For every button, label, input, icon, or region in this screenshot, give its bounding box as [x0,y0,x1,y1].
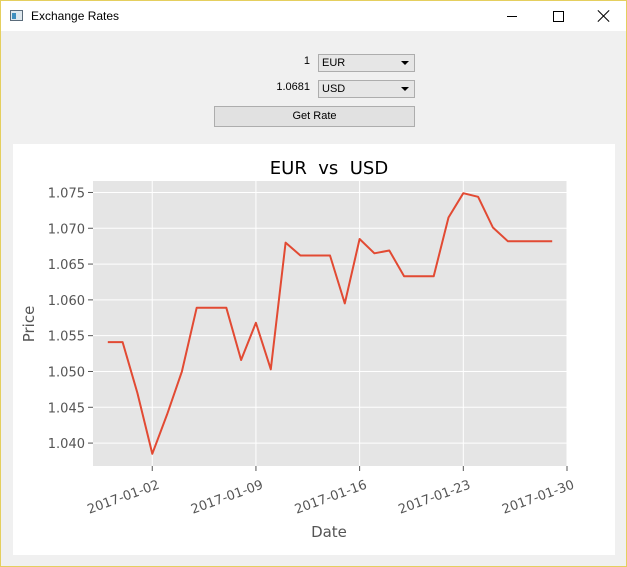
y-tick-label: 1.045 [48,401,85,416]
y-tick-label: 1.070 [48,222,85,237]
y-tick-label: 1.055 [48,330,85,345]
from-amount: 1 [303,55,310,67]
y-axis-ticks: 1.040 1.045 1.050 1.055 1.060 1.065 1.070 1.075 [48,186,93,452]
get-rate-button[interactable]: Get Rate [214,106,415,127]
to-currency-select[interactable]: USD [318,80,415,98]
chart-panel: 1.040 1.045 1.050 1.055 1.060 1.065 1.070 1.075… [13,144,615,555]
x-tick-label: 2017-01-30 [500,478,576,518]
minimize-button[interactable] [489,1,535,31]
y-tick-label: 1.060 [48,294,85,309]
y-tick-label: 1.075 [48,186,85,201]
y-tick-label: 1.050 [48,365,85,380]
close-button[interactable] [581,1,627,31]
minimize-icon [507,15,517,17]
window-title: Exchange Rates [31,9,120,23]
series-line [107,192,553,455]
maximize-button[interactable] [535,1,581,31]
to-amount: 1.0681 [276,81,310,93]
y-axis-label: Price [20,306,38,343]
y-tick-label: 1.040 [48,437,85,452]
app-window-icon [10,10,23,21]
from-currency-value: EUR [322,57,346,69]
close-icon [598,10,610,22]
x-tick-label: 2017-01-09 [189,478,265,518]
chevron-down-icon [401,87,409,91]
x-tick-label: 2017-01-16 [293,478,369,518]
x-tick-label: 2017-01-23 [397,478,473,518]
from-currency-select[interactable]: EUR [318,54,415,72]
chart-title: EUR vs USD [270,158,388,179]
exchange-rate-chart: 1.040 1.045 1.050 1.055 1.060 1.065 1.070 1.075… [20,158,576,541]
to-currency-value: USD [322,83,346,95]
x-tick-label: 2017-01-02 [85,478,161,518]
title-bar[interactable]: Exchange Rates [1,1,626,31]
y-tick-label: 1.065 [48,258,85,273]
x-axis-label: Date [311,523,347,541]
chevron-down-icon [401,61,409,65]
x-axis-ticks: 2017-01-02 2017-01-09 2017-01-16 2017-01-23… [85,466,576,518]
maximize-icon [552,10,564,22]
